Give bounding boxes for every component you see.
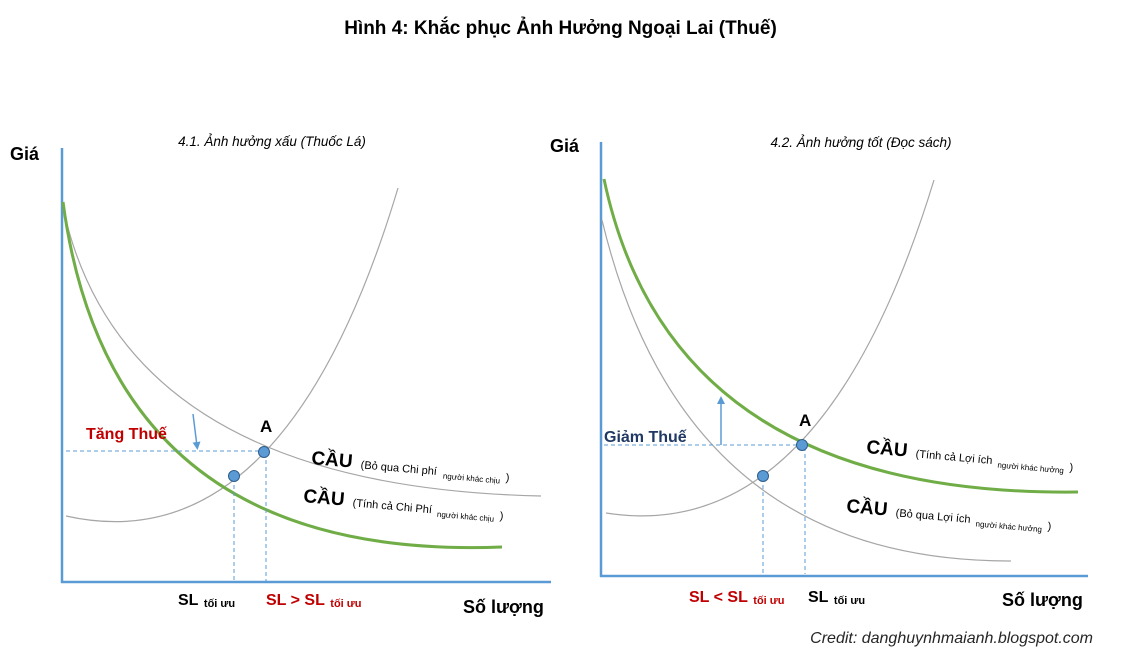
- panel-2-private-demand-label: CẦU (Bỏ qua Lợi ích người khác hưởng ): [845, 495, 1052, 537]
- panel-1-social-demand-label: CẦU (Tính cả Chi Phí người khác chịu ): [302, 485, 504, 526]
- panel-1-tax-label: Tăng Thuế: [86, 426, 167, 443]
- panel-1-private-demand-label: CẦU (Bỏ qua Chi phí người khác chịu ): [310, 447, 510, 488]
- panel-1-private-demand-curve: [63, 211, 542, 497]
- panel-2-private-demand-curve: [601, 219, 1012, 562]
- svg-text:CẦU (Bỏ qua Lợi ích: CẦU (Bỏ qua Lợi ích người khác hưởng ): [845, 495, 1052, 537]
- panel-2-point-a-label: A: [799, 411, 811, 430]
- panel-1-bad-externality: 4.1. Ảnh hưởng xấu (Thuốc Lá) Giá Số lượ…: [10, 134, 551, 617]
- panel-2-good-externality: 4.2. Ảnh hưởng tốt (Đọc sách) Giá Số lượ…: [550, 135, 1088, 610]
- panel-2-market-point: [757, 470, 769, 482]
- panel-1-point-a-label: A: [260, 417, 272, 436]
- svg-text:CẦU (Tính cả Lợi ích: CẦU (Tính cả Lợi ích người khác hưởng ): [865, 436, 1074, 478]
- figure-title: Hình 4: Khắc phục Ảnh Hưởng Ngoại Lai (T…: [344, 18, 777, 39]
- panel-2-optimal-quantity-label: SL tối ưu: [808, 589, 865, 607]
- panel-2-tax-label: Giảm Thuế: [604, 429, 687, 446]
- panel-1-tax-arrow: [192, 413, 201, 450]
- panel-2-social-demand-label: CẦU (Tính cả Lợi ích người khác hưởng ): [865, 436, 1074, 478]
- panel-2-quantity-comparison: SL < SL tối ưu: [689, 589, 784, 607]
- panel-2-x-axis-label: Số lượng: [1002, 590, 1083, 610]
- credit-text: Credit: danghuynhmaianh.blogspot.com: [810, 630, 1093, 647]
- panel-1-y-axis-label: Giá: [10, 144, 40, 164]
- svg-text:CẦU (Bỏ qua Chi phí: CẦU (Bỏ qua Chi phí người khác chịu ): [310, 447, 510, 488]
- panel-2-social-demand-curve: [602, 178, 1079, 494]
- panel-1-optimal-quantity-label: SL tối ưu: [178, 592, 235, 610]
- panel-2-point-a: [796, 439, 808, 451]
- panel-1-point-a: [258, 446, 270, 458]
- panel-2-supply-curve: [605, 179, 935, 517]
- panel-1-supply-curve: [65, 187, 399, 523]
- panel-2-y-axis-label: Giá: [550, 136, 580, 156]
- panel-1-social-demand-curve: [61, 201, 503, 550]
- panel-1-subtitle: 4.1. Ảnh hưởng xấu (Thuốc Lá): [178, 134, 366, 149]
- panel-1-x-axis-label: Số lượng: [463, 597, 544, 617]
- panel-2-subtitle: 4.2. Ảnh hưởng tốt (Đọc sách): [770, 135, 951, 150]
- panel-1-quantity-comparison: SL > SL tối ưu: [266, 592, 361, 610]
- svg-text:CẦU (Tính cả Chi Phí: CẦU (Tính cả Chi Phí người khác chịu ): [302, 485, 504, 526]
- panel-1-optimal-point: [228, 470, 240, 482]
